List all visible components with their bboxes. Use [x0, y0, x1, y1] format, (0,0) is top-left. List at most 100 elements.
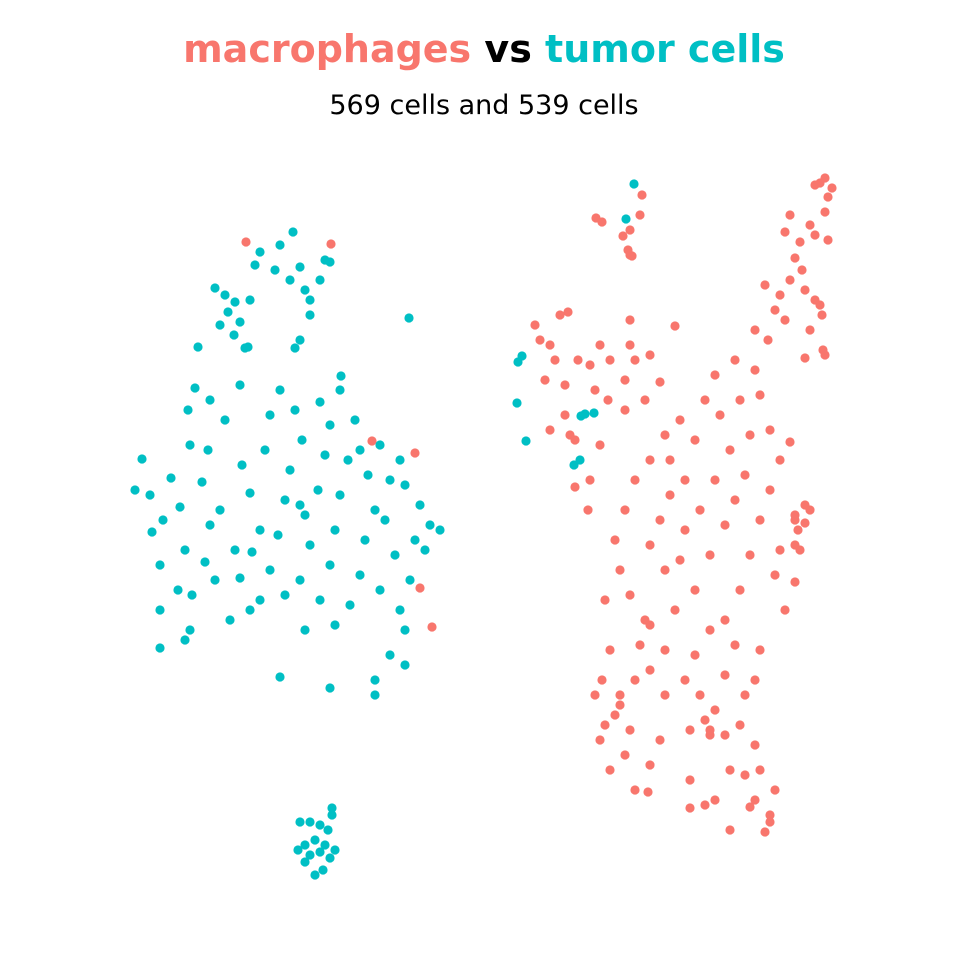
point — [375, 440, 385, 450]
point — [630, 355, 640, 365]
point — [300, 625, 310, 635]
point — [710, 370, 720, 380]
point — [680, 475, 690, 485]
point — [675, 555, 685, 565]
point — [630, 785, 640, 795]
point — [615, 690, 625, 700]
point — [735, 585, 745, 595]
point — [205, 520, 215, 530]
point — [763, 335, 773, 345]
point — [343, 455, 353, 465]
point — [255, 247, 265, 257]
point — [155, 605, 165, 615]
point — [660, 430, 670, 440]
point — [270, 265, 280, 275]
point — [645, 620, 655, 630]
point — [555, 310, 565, 320]
point — [370, 690, 380, 700]
point — [215, 505, 225, 515]
point — [620, 375, 630, 385]
point — [185, 440, 195, 450]
point — [545, 425, 555, 435]
point — [735, 720, 745, 730]
point — [260, 445, 270, 455]
point — [187, 590, 197, 600]
point — [405, 575, 415, 585]
point — [800, 285, 810, 295]
point — [675, 415, 685, 425]
point — [315, 847, 325, 857]
point — [625, 590, 635, 600]
point — [327, 803, 337, 813]
point — [793, 525, 803, 535]
point — [670, 321, 680, 331]
point — [315, 397, 325, 407]
point — [315, 595, 325, 605]
point — [158, 515, 168, 525]
point — [785, 275, 795, 285]
point — [695, 690, 705, 700]
point — [775, 545, 785, 555]
point — [755, 390, 765, 400]
point — [730, 355, 740, 365]
point — [180, 545, 190, 555]
point — [690, 585, 700, 595]
point — [310, 870, 320, 880]
point — [570, 482, 580, 492]
point — [750, 325, 760, 335]
point — [800, 518, 810, 528]
point — [597, 675, 607, 685]
point — [827, 183, 837, 193]
point — [770, 305, 780, 315]
point — [327, 810, 337, 820]
point — [300, 857, 310, 867]
point — [600, 720, 610, 730]
point — [740, 770, 750, 780]
point — [360, 535, 370, 545]
point — [565, 430, 575, 440]
point — [265, 410, 275, 420]
point — [535, 335, 545, 345]
point — [665, 455, 675, 465]
point — [785, 210, 795, 220]
point — [710, 705, 720, 715]
point — [245, 295, 255, 305]
point — [710, 795, 720, 805]
point — [740, 690, 750, 700]
point — [545, 340, 555, 350]
point — [335, 385, 345, 395]
point — [540, 375, 550, 385]
point — [645, 760, 655, 770]
point — [818, 345, 828, 355]
point — [288, 227, 298, 237]
point — [375, 585, 385, 595]
point — [820, 207, 830, 217]
point — [295, 575, 305, 585]
point — [395, 455, 405, 465]
point — [350, 415, 360, 425]
point — [800, 353, 810, 363]
point — [145, 490, 155, 500]
point — [640, 395, 650, 405]
point — [180, 635, 190, 645]
point — [745, 802, 755, 812]
point — [660, 645, 670, 655]
point — [660, 565, 670, 575]
point — [605, 765, 615, 775]
point — [305, 817, 315, 827]
point — [625, 725, 635, 735]
point — [385, 650, 395, 660]
point — [750, 795, 760, 805]
point — [725, 765, 735, 775]
point — [597, 217, 607, 227]
title-separator: vs — [484, 27, 531, 71]
point — [720, 615, 730, 625]
point — [230, 297, 240, 307]
point — [229, 330, 239, 340]
point — [410, 535, 420, 545]
point — [655, 377, 665, 387]
point — [225, 615, 235, 625]
point — [297, 435, 307, 445]
point — [700, 395, 710, 405]
